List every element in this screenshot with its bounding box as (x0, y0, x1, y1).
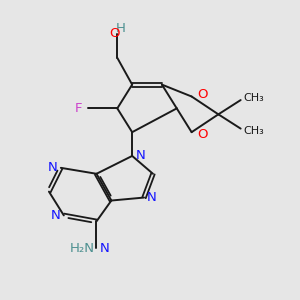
Text: H: H (115, 22, 125, 34)
Text: O: O (110, 27, 120, 40)
Text: O: O (197, 88, 208, 100)
Text: CH₃: CH₃ (244, 126, 264, 136)
Text: N: N (100, 242, 110, 255)
Text: N: N (47, 161, 57, 174)
Text: N: N (50, 209, 60, 222)
Text: N: N (136, 148, 146, 162)
Text: N: N (147, 191, 157, 204)
Text: F: F (75, 102, 82, 115)
Text: O: O (197, 128, 208, 141)
Text: H₂N: H₂N (70, 242, 95, 255)
Text: CH₃: CH₃ (244, 93, 264, 103)
